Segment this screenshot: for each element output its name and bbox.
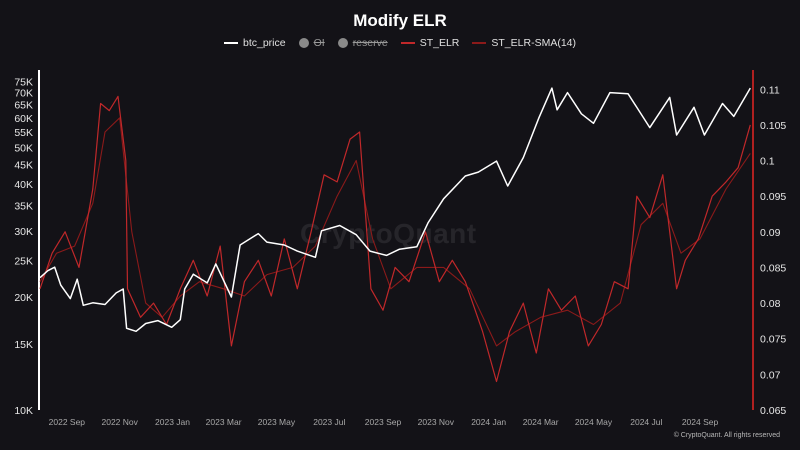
x-tick-label: 2023 Mar — [206, 417, 242, 427]
y-left-tick-label: 35K — [14, 201, 33, 213]
chart-title: Modify ELR — [353, 11, 447, 30]
legend-item[interactable]: ST_ELR — [400, 37, 460, 49]
y-right-tick-label: 0.095 — [760, 191, 786, 203]
legend-dot-icon — [298, 38, 309, 48]
legend-line-icon — [400, 42, 415, 44]
y-right-tick-label: 0.075 — [760, 334, 786, 346]
copyright-text: © CryptoQuant. All rights reserved — [673, 432, 780, 439]
y-left-tick-label: 40K — [14, 179, 33, 191]
y-right-tick-label: 0.065 — [760, 405, 786, 417]
y-left-tick-label: 30K — [14, 226, 33, 238]
x-tick-label: 2024 May — [575, 417, 613, 427]
y-left-tick-label: 75K — [14, 76, 33, 88]
legend-label: ST_ELR — [419, 37, 460, 49]
legend-dot-icon — [337, 38, 348, 48]
y-left-tick-label: 15K — [14, 339, 33, 351]
legend-line-icon — [223, 42, 238, 44]
x-tick-label: 2024 Mar — [523, 417, 559, 427]
x-tick-label: 2023 May — [258, 417, 296, 427]
y-left-tick-label: 65K — [14, 100, 33, 112]
y-right-tick-label: 0.085 — [760, 262, 786, 274]
y-left-tick-label: 50K — [14, 143, 33, 155]
y-right-tick-label: 0.11 — [760, 84, 780, 96]
x-tick-label: 2023 Jul — [313, 417, 345, 427]
y-left-tick-label: 60K — [14, 113, 33, 125]
legend-item[interactable]: reserve — [337, 37, 388, 49]
y-left-tick-label: 20K — [14, 292, 33, 304]
legend-item[interactable]: ST_ELR-SMA(14) — [472, 37, 576, 49]
legend-line-icon — [472, 42, 487, 44]
x-tick-label: 2022 Sep — [49, 417, 86, 427]
legend-item[interactable]: OI — [298, 37, 325, 49]
y-left-tick-label: 45K — [14, 160, 33, 172]
x-tick-label: 2023 Sep — [365, 417, 402, 427]
x-tick-label: 2023 Nov — [418, 417, 455, 427]
x-tick-label: 2024 Jul — [630, 417, 662, 427]
x-tick-label: 2023 Jan — [155, 417, 190, 427]
series-line-st-elr-sma-14 — [39, 117, 751, 347]
legend-item[interactable]: btc_price — [223, 37, 286, 49]
y-right-tick-label: 0.09 — [760, 227, 781, 239]
chart-legend: btc_price OI reserve ST_ELR ST_ELR-SMA(14) — [0, 37, 800, 49]
legend-label: btc_price — [242, 37, 286, 49]
y-right-tick-label: 0.1 — [760, 156, 775, 168]
legend-label: ST_ELR-SMA(14) — [491, 37, 576, 49]
series-line-st-elr — [39, 95, 751, 383]
y-left-tick-label: 10K — [14, 405, 33, 417]
x-tick-label: 2024 Jan — [471, 417, 506, 427]
legend-label: reserve — [352, 37, 388, 49]
y-right-tick-label: 0.105 — [760, 120, 786, 132]
series-line-btc-price — [39, 87, 751, 333]
y-right-tick-label: 0.08 — [760, 298, 781, 310]
y-right-tick-label: 0.07 — [760, 369, 781, 381]
y-left-tick-label: 25K — [14, 256, 33, 268]
watermark: CryptoQuant — [300, 218, 477, 249]
x-tick-label: 2024 Sep — [682, 417, 719, 427]
y-left-tick-label: 55K — [14, 127, 33, 139]
y-left-tick-label: 70K — [14, 88, 33, 100]
legend-label: OI — [313, 37, 325, 49]
x-tick-label: 2022 Nov — [101, 417, 138, 427]
